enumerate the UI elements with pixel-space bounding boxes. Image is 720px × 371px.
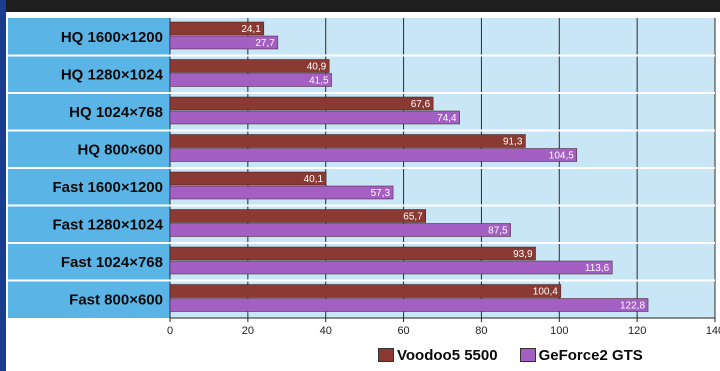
tick-label: 60 [397,325,409,337]
category-label: HQ 1600×1200 [61,29,163,46]
category-label: HQ 800×600 [78,141,163,158]
bar-geforce [169,148,578,162]
tick-label: 120 [628,325,646,337]
bar-value-label: 87,5 [488,226,508,237]
tick-label: 40 [320,325,332,337]
bar-voodoo [169,59,330,73]
bar-value-label: 40,9 [307,62,327,73]
bar-voodoo [169,171,327,186]
bar-value-label: 93,9 [513,249,533,260]
legend-swatch-geforce [519,348,536,362]
category-label: Fast 800×600 [69,291,163,308]
bar-geforce [169,260,613,275]
tick-label: 80 [475,325,487,337]
category-label: Fast 1600×1200 [52,179,163,196]
bar-voodoo [169,209,427,223]
bar-value-label: 113,6 [585,263,610,274]
bar-value-label: 27,7 [255,38,275,49]
legend-label-geforce: GeForce2 GTS [538,346,643,364]
category-label: HQ 1280×1024 [61,66,164,83]
bar-voodoo [169,284,562,298]
category-label: HQ 1024×768 [69,104,163,121]
bar-value-label: 74,4 [437,113,457,124]
tick-label: 20 [242,325,254,337]
bar-geforce [169,223,511,237]
tick-label: 0 [167,325,173,337]
bar-value-label: 41,5 [309,76,329,87]
row-separators [8,54,715,282]
bar-geforce [169,185,394,200]
bar-value-label: 104,5 [549,151,574,162]
legend-swatch-voodoo [378,348,394,362]
category-labels: HQ 1600×1200 HQ 1280×1024 HQ 1024×768 HQ 80… [52,29,163,309]
legend-item-voodoo: Voodoo5 5500 [378,347,498,364]
bar-value-label: 122,8 [620,301,645,312]
x-axis-ticks: 0 20 40 60 80 100 120 140 [167,318,720,337]
bar-value-label: 57,3 [371,188,391,199]
bar-value-label: 100,4 [533,287,558,298]
tick-label: 100 [550,325,568,337]
bar-voodoo [169,134,526,148]
bar-geforce [169,110,460,125]
category-label: Fast 1024×768 [61,254,163,271]
bar-voodoo [169,246,536,261]
header-band [0,0,720,12]
bar-value-label: 24,1 [241,24,261,35]
left-border [0,0,6,371]
bar-geforce [169,298,649,312]
bar-value-label: 91,3 [503,137,523,148]
category-label: Fast 1280×1024 [52,216,163,233]
legend-item-geforce: GeForce2 GTS [519,346,643,364]
bar-value-label: 40,1 [304,174,324,185]
bar-geforce [169,35,279,50]
bar-geforce [169,73,332,87]
tick-label: 140 [706,325,720,337]
legend-label-voodoo: Voodoo5 5500 [397,346,498,364]
bar-voodoo [169,96,434,111]
legend: Voodoo5 5500 GeForce2 GTS [378,345,643,365]
bars-group: 24,1 27,7 40,9 41,5 67,6 74,4 91,3 104,5 40,1 57,… [169,21,649,312]
bar-value-label: 67,6 [411,99,431,110]
bar-voodoo [169,21,265,36]
bar-value-label: 65,7 [403,212,423,223]
